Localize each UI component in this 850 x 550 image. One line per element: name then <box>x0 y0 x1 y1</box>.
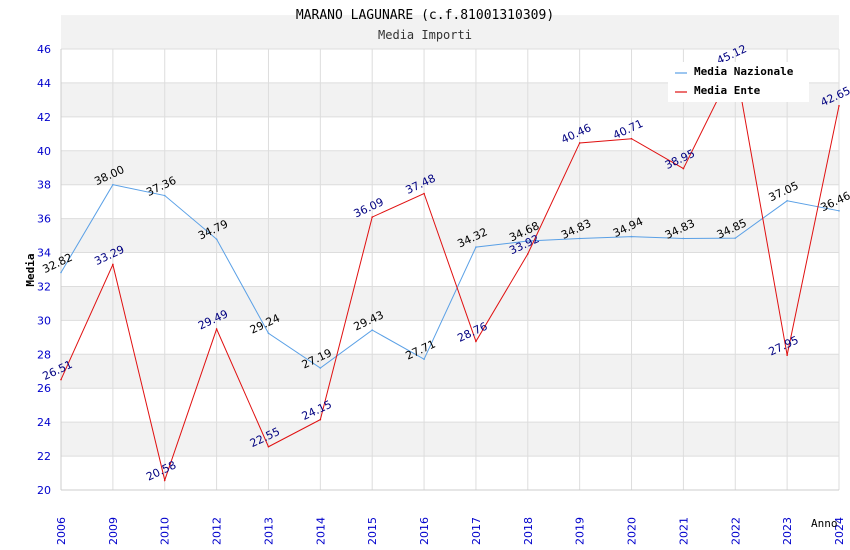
data-point <box>734 237 737 239</box>
y-axis-label: Media <box>24 253 37 286</box>
y-tick-label: 42 <box>37 111 51 124</box>
y-tick-label: 28 <box>37 348 51 361</box>
y-tick-label: 44 <box>37 77 51 90</box>
background-band <box>61 150 839 185</box>
data-point <box>163 194 166 197</box>
data-point <box>371 329 374 331</box>
data-point <box>527 240 529 242</box>
background-band <box>61 422 839 457</box>
y-tick-label: 32 <box>37 280 51 293</box>
chart-title: MARANO LAGUNARE (c.f.81001310309) <box>296 8 554 23</box>
y-tick-label: 46 <box>37 43 51 56</box>
data-point <box>112 263 114 266</box>
data-point <box>838 210 840 212</box>
background-band <box>61 354 839 389</box>
series-lines <box>60 62 840 482</box>
legend-label-media-ente: Media Ente <box>694 84 761 97</box>
data-point <box>475 340 477 343</box>
data-point <box>682 237 685 240</box>
x-tick-label: 2010 <box>159 517 172 545</box>
data-point <box>163 479 166 481</box>
y-tick-label: 38 <box>37 179 51 192</box>
x-tick-label: 2021 <box>677 517 690 545</box>
data-point <box>371 216 374 218</box>
y-tick-label: 36 <box>37 213 51 226</box>
data-point <box>682 167 685 170</box>
legend: Media Nazionale Media Ente <box>668 62 809 102</box>
x-tick-label: 2020 <box>626 517 639 545</box>
data-label: 36.46 <box>818 189 850 214</box>
data-point <box>60 378 62 381</box>
data-label: 20.58 <box>144 458 178 483</box>
chart-subtitle: Media Importi <box>378 28 472 42</box>
data-point <box>475 246 477 248</box>
y-tick-label: 20 <box>37 484 51 497</box>
data-point <box>267 332 270 335</box>
x-tick-label: 2013 <box>262 517 275 545</box>
x-tick-label: 2022 <box>729 517 742 545</box>
data-label: 28.76 <box>455 320 489 345</box>
data-point <box>630 137 633 140</box>
data-point <box>527 253 529 255</box>
y-tick-label: 40 <box>37 145 51 158</box>
data-point <box>267 445 270 448</box>
y-tick-label: 30 <box>37 314 51 327</box>
x-tick-label: 2014 <box>314 517 327 545</box>
x-tick-label: 2015 <box>366 517 379 545</box>
data-label: 40.71 <box>611 117 645 142</box>
x-tick-label: 2016 <box>418 517 431 545</box>
data-point <box>319 367 322 369</box>
data-point <box>60 271 62 274</box>
series-line-media-ente <box>60 62 840 482</box>
x-tick-label: 2018 <box>522 517 535 545</box>
data-point <box>786 200 788 202</box>
x-tick-label: 2009 <box>107 517 120 545</box>
x-tick-label: 2019 <box>574 517 587 545</box>
x-tick-label: 2024 <box>833 517 846 545</box>
data-point <box>838 105 840 107</box>
legend-label-media-nazionale: Media Nazionale <box>694 65 794 78</box>
data-label: 24.15 <box>300 398 334 423</box>
y-tick-label: 26 <box>37 382 51 395</box>
data-point <box>578 237 581 240</box>
x-tick-label: 2006 <box>55 517 68 545</box>
y-tick-label: 22 <box>37 450 51 463</box>
background-band <box>61 218 839 253</box>
data-point <box>630 235 633 238</box>
y-tick-label: 24 <box>37 416 51 429</box>
data-point <box>215 328 218 330</box>
data-point <box>423 192 425 195</box>
x-tick-label: 2023 <box>781 517 794 545</box>
x-axis-label: Anno <box>811 517 838 530</box>
x-tick-label: 2017 <box>470 517 483 545</box>
x-tick-labels: 2006 2009 2010 2012 2013 2014 2015 2016 2017 2018… <box>55 517 846 545</box>
y-tick-labels: 20 22 24 26 28 30 32 34 36 38 40 42 44 46 <box>37 43 51 497</box>
x-tick-label: 2012 <box>211 517 224 545</box>
data-point <box>578 142 581 144</box>
series-line-media-nazionale <box>60 184 840 369</box>
legend-background <box>668 62 809 102</box>
y-tick-label: 34 <box>37 247 51 260</box>
data-point <box>423 358 425 361</box>
data-point <box>319 418 322 421</box>
data-label: 36.09 <box>352 195 386 220</box>
data-point <box>215 238 218 240</box>
data-point <box>112 183 114 186</box>
data-point <box>786 354 788 356</box>
background-band <box>61 15 839 49</box>
